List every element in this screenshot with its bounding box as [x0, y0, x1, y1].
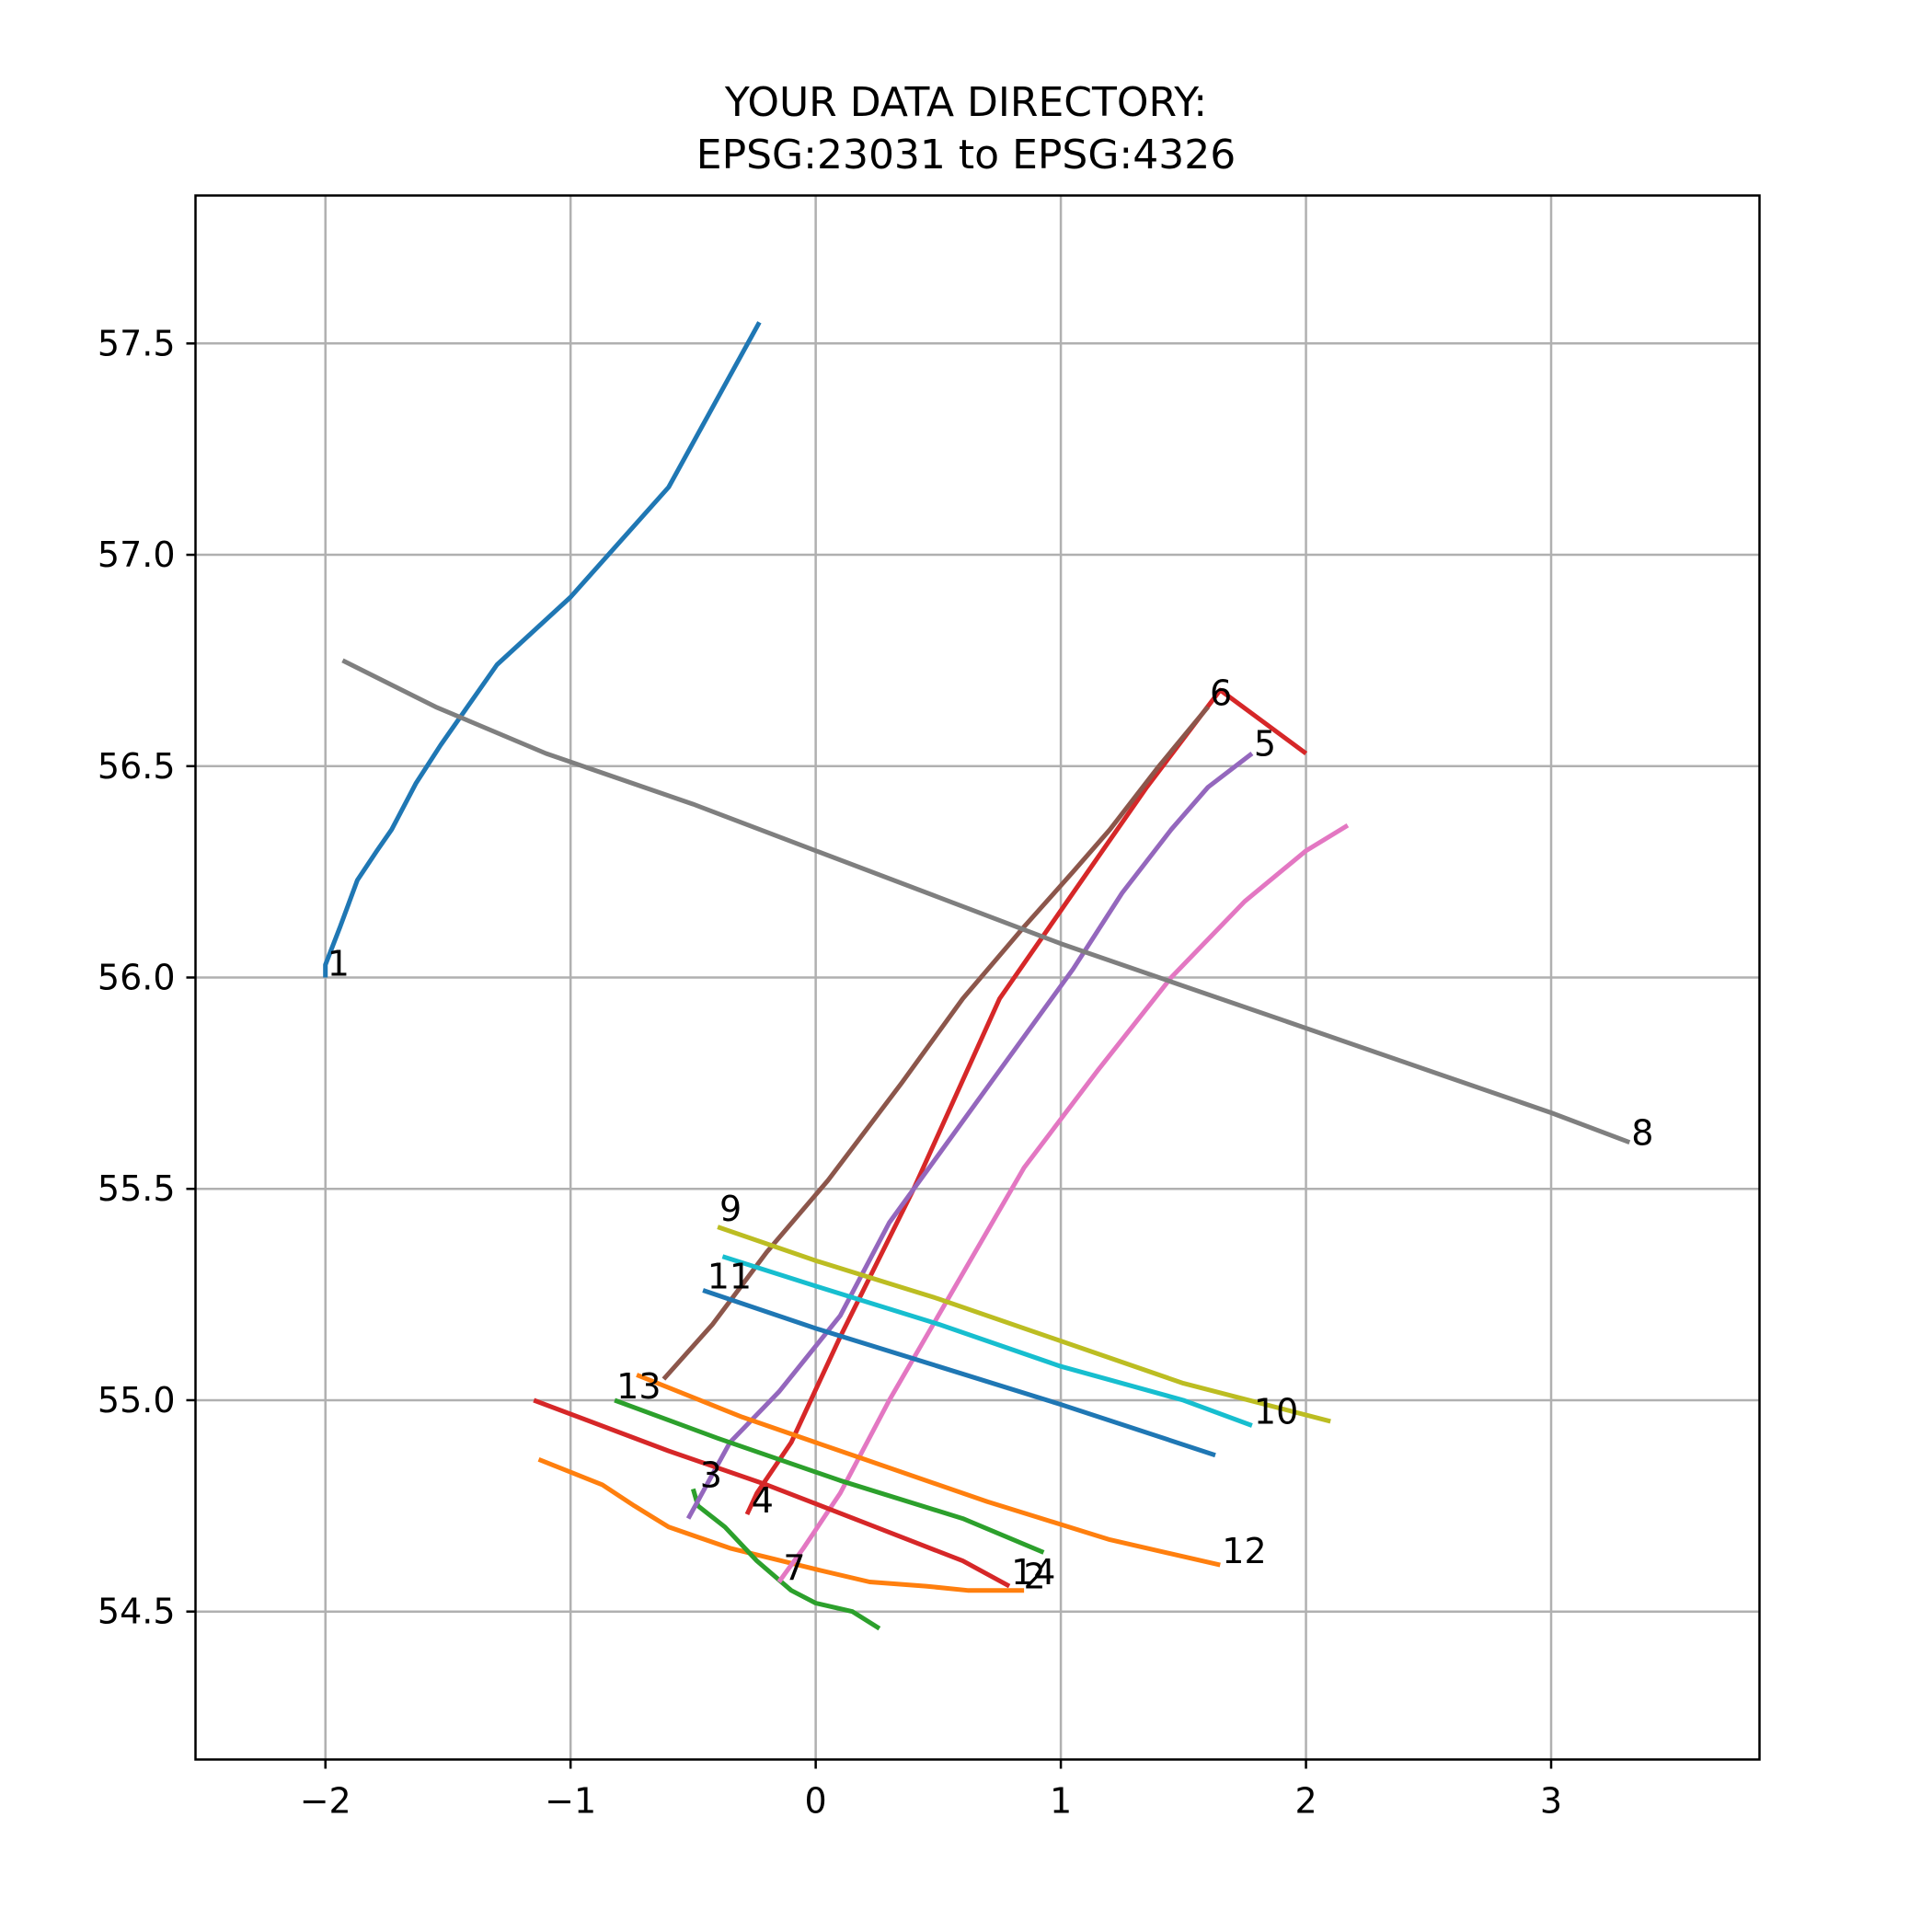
line-series-13	[614, 1397, 1045, 1555]
y-tick-label: 54.5	[98, 1592, 176, 1632]
line-series-2	[537, 1456, 1025, 1593]
line-series-12	[636, 1373, 1221, 1568]
y-tick-label: 57.5	[98, 323, 176, 363]
line-series-1	[323, 321, 762, 978]
line-label-3: 3	[700, 1455, 722, 1495]
line-series-6	[661, 705, 1210, 1381]
line-series-10	[721, 1254, 1253, 1428]
y-tick-label: 57.0	[98, 535, 176, 575]
line-series-3	[690, 1488, 881, 1631]
line-label-7: 7	[783, 1548, 805, 1589]
grid	[195, 195, 1760, 1760]
line-label-10: 10	[1254, 1392, 1298, 1432]
line-label-11: 11	[707, 1257, 752, 1297]
x-tick-label: −2	[300, 1781, 351, 1822]
line-label-5: 5	[1254, 724, 1276, 765]
x-tick-label: −1	[545, 1781, 596, 1822]
line-series-14	[533, 1397, 1011, 1589]
line-label-8: 8	[1631, 1112, 1653, 1153]
line-label-13: 13	[616, 1366, 661, 1407]
chart-title-line-2: EPSG:23031 to EPSG:4326	[696, 132, 1236, 178]
x-tick-label: 2	[1294, 1781, 1317, 1822]
line-label-2: 2	[1023, 1557, 1045, 1597]
line-label-12: 12	[1222, 1531, 1266, 1571]
y-tick-label: 55.0	[98, 1380, 176, 1420]
x-tick-label: 1	[1050, 1781, 1072, 1822]
y-tick-label: 55.5	[98, 1168, 176, 1209]
line-series-4	[744, 687, 1308, 1516]
line-series-8	[341, 658, 1631, 1145]
y-tick-label: 56.0	[98, 958, 176, 998]
line-label-1: 1	[328, 944, 350, 984]
y-tick-label: 56.5	[98, 746, 176, 787]
axes-frame	[194, 194, 1761, 1761]
line-series-9	[717, 1225, 1331, 1424]
line-series-11	[702, 1288, 1216, 1458]
line-series-5	[685, 752, 1254, 1520]
line-label-14: 14	[1011, 1552, 1055, 1593]
axes-ticks: −2 −1 0 1 2 354.555.055.556.056.557.057.5	[98, 323, 1562, 1821]
x-tick-label: 3	[1540, 1781, 1562, 1822]
x-tick-label: 0	[805, 1781, 827, 1822]
line-label-6: 6	[1210, 673, 1232, 713]
chart-title-line-1: YOUR DATA DIRECTORY:	[724, 79, 1207, 126]
line-series-7	[776, 822, 1350, 1583]
line-label-9: 9	[719, 1189, 742, 1229]
line-label-4: 4	[752, 1480, 774, 1521]
